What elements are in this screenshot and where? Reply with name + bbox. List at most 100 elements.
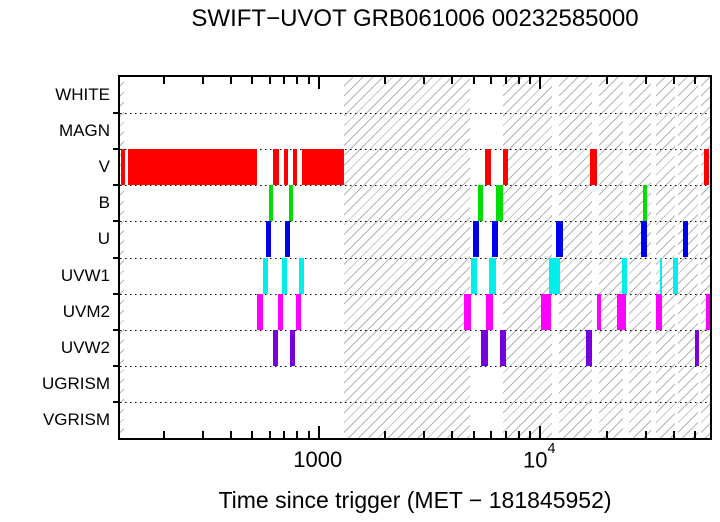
row-divider-line	[120, 329, 710, 331]
exposure-bar-uvm2	[278, 293, 284, 330]
y-axis-tick	[113, 364, 118, 367]
exposure-bar-b	[496, 185, 503, 222]
y-axis-tick	[113, 400, 118, 403]
x-axis-minor-tick	[451, 431, 454, 438]
exposure-bar-uvm2	[257, 293, 264, 330]
exposure-bar-uvw2	[500, 329, 507, 366]
exposure-bar-uvm2	[541, 293, 551, 330]
exposure-bar-uvw2	[289, 329, 295, 366]
y-axis-tick	[113, 148, 118, 151]
x-axis-minor-tick	[529, 431, 532, 438]
exposure-bar-v	[484, 149, 491, 186]
x-axis-minor-tick	[162, 431, 165, 438]
x-axis-minor-tick	[644, 431, 647, 438]
x-axis-minor-tick	[472, 431, 475, 438]
exposure-bar-v	[120, 149, 126, 186]
x-axis-major-tick	[539, 426, 542, 438]
y-axis-label-uvw1: UVW1	[60, 265, 110, 285]
x-axis-minor-tick	[694, 431, 697, 438]
exposure-bar-uvm2	[656, 293, 663, 330]
x-axis-minor-tick	[694, 77, 697, 84]
x-axis-minor-tick	[268, 77, 271, 84]
x-axis-minor-tick	[490, 77, 493, 84]
x-axis-minor-tick	[268, 431, 271, 438]
exposure-bar-uvm2	[616, 293, 626, 330]
x-axis-minor-tick	[307, 77, 310, 84]
exposure-bar-uvw1	[673, 257, 679, 294]
exposure-bar-uvw2	[480, 329, 488, 366]
x-axis-minor-tick	[605, 77, 608, 84]
y-axis-tick	[113, 112, 118, 115]
x-axis-minor-tick	[605, 431, 608, 438]
x-axis-minor-tick	[296, 77, 299, 84]
exposure-bar-uvw2	[695, 329, 700, 366]
row-divider-line	[120, 221, 710, 223]
exposure-bar-uvw1	[660, 257, 663, 294]
exposure-bar-u	[640, 221, 647, 258]
row-divider-line	[120, 293, 710, 295]
y-axis-label-white: WHITE	[55, 85, 110, 105]
exposure-bar-u	[555, 221, 563, 258]
x-axis-minor-tick	[283, 431, 286, 438]
x-axis-tick-label: 104	[523, 440, 556, 473]
plot-area	[118, 75, 712, 440]
exposure-bar-u	[472, 221, 479, 258]
exposure-bar-uvw2	[273, 329, 279, 366]
exposure-bar-uvm2	[706, 293, 710, 330]
exposure-bar-uvw1	[470, 257, 477, 294]
x-axis-minor-tick	[672, 431, 675, 438]
x-axis-minor-tick	[229, 431, 232, 438]
y-axis-label-vgrism: VGRISM	[42, 409, 110, 429]
y-axis-label-uvw2: UVW2	[60, 337, 110, 357]
exposure-bar-u	[284, 221, 290, 258]
exposure-bar-v	[292, 149, 297, 186]
x-axis-minor-tick	[162, 77, 165, 84]
chart-title: SWIFT−UVOT GRB061006 00232585000	[191, 5, 639, 32]
x-axis-minor-tick	[283, 77, 286, 84]
exposure-bar-uvw1	[549, 257, 560, 294]
exposure-bar-uvm2	[596, 293, 601, 330]
x-axis-minor-tick	[472, 77, 475, 84]
exposure-bar-uvm2	[485, 293, 493, 330]
exposure-bar-v	[127, 149, 258, 186]
exposure-bar-v	[502, 149, 508, 186]
x-axis-minor-tick	[251, 77, 254, 84]
y-axis-label-magn: MAGN	[59, 121, 110, 141]
x-axis-minor-tick	[296, 431, 299, 438]
exposure-bar-b	[642, 185, 647, 222]
x-axis-minor-tick	[529, 77, 532, 84]
x-axis-minor-tick	[504, 77, 507, 84]
x-axis-minor-tick	[672, 77, 675, 84]
y-axis-tick	[113, 328, 118, 331]
exposure-bar-uvw1	[298, 257, 304, 294]
row-divider-line	[120, 113, 710, 115]
exposure-bar-u	[266, 221, 272, 258]
x-axis-minor-tick	[307, 431, 310, 438]
x-axis-minor-tick	[517, 77, 520, 84]
x-axis-minor-tick	[423, 77, 426, 84]
exposure-bar-uvw1	[488, 257, 496, 294]
exposure-bar-u	[491, 221, 498, 258]
x-axis-minor-tick	[201, 77, 204, 84]
x-axis-minor-tick	[251, 431, 254, 438]
exposure-bar-v	[589, 149, 597, 186]
exposure-bar-v	[283, 149, 288, 186]
x-axis-minor-tick	[490, 431, 493, 438]
exposure-bar-uvw1	[282, 257, 287, 294]
row-divider-line	[120, 185, 710, 187]
x-axis-minor-tick	[384, 431, 387, 438]
exposure-bar-uvm2	[295, 293, 301, 330]
exposure-bar-uvw1	[621, 257, 627, 294]
x-axis-minor-tick	[201, 431, 204, 438]
y-axis-label-ugrism: UGRISM	[42, 373, 110, 393]
x-axis-minor-tick	[517, 431, 520, 438]
row-divider-line	[120, 401, 710, 403]
x-axis-major-tick	[317, 426, 320, 438]
exposure-bar-v	[273, 149, 279, 186]
y-axis-tick	[113, 292, 118, 295]
x-axis-major-tick	[317, 77, 320, 89]
y-axis-tick	[113, 220, 118, 223]
y-axis-label-u: U	[97, 229, 110, 249]
row-divider-line	[120, 257, 710, 259]
